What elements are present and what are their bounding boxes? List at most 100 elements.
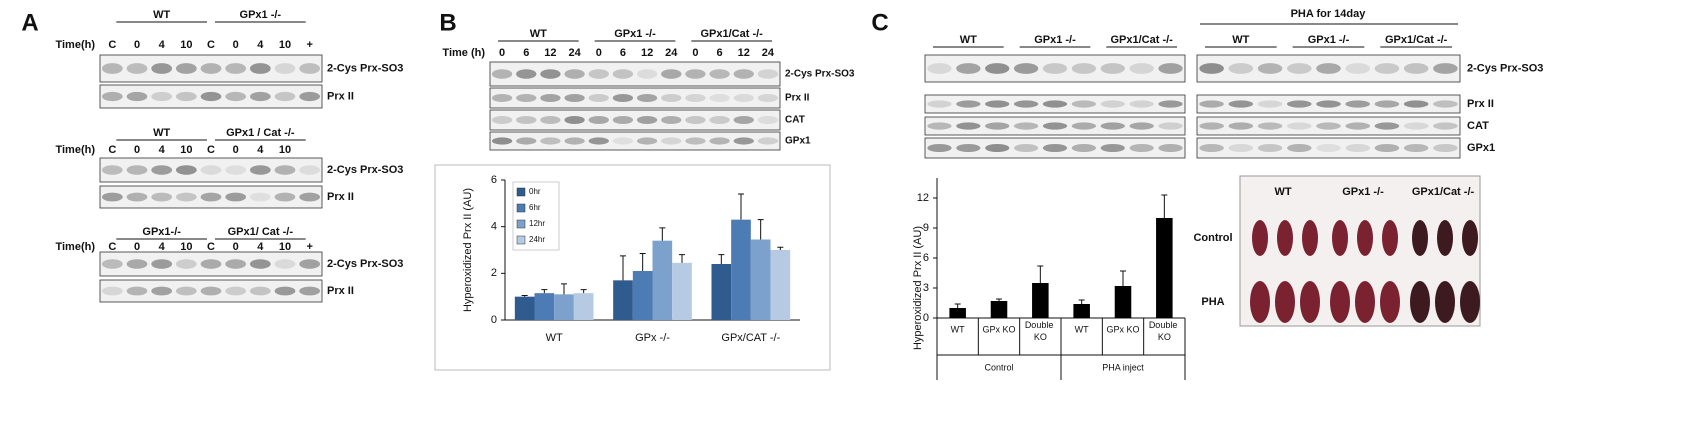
y-tick-label: 2: [491, 267, 497, 279]
band: [1316, 144, 1341, 152]
legend-label: 6hr: [529, 203, 541, 212]
band: [956, 100, 981, 108]
band: [1158, 122, 1183, 130]
lane-label: +: [306, 39, 312, 51]
blot: [489, 61, 781, 87]
band: [540, 69, 561, 79]
band: [516, 116, 537, 124]
group-label: PHA inject: [1102, 362, 1144, 372]
band: [1071, 122, 1097, 130]
bar: [613, 280, 633, 320]
kidney: [1410, 281, 1430, 323]
time-label: Time(h): [55, 144, 95, 156]
y-tick-label: 0: [923, 312, 929, 324]
bar: [554, 294, 574, 320]
bar: [731, 219, 751, 320]
lane-label: 0: [499, 47, 505, 59]
panel-label: B: [439, 9, 456, 36]
band: [1228, 144, 1254, 152]
band: [200, 165, 222, 175]
group-header: GPx1 -/-: [614, 28, 656, 40]
kidney: [1435, 281, 1455, 323]
band: [564, 94, 585, 102]
error-bar: [954, 303, 961, 308]
band: [151, 286, 173, 296]
band: [540, 137, 561, 145]
band: [733, 116, 754, 124]
y-tick-label: 6: [923, 252, 929, 264]
group-header: WT: [153, 127, 170, 139]
group-header: GPx1-/-: [142, 226, 181, 238]
error-bar: [1161, 194, 1168, 218]
band: [540, 116, 561, 124]
band-label: GPx1: [785, 136, 811, 147]
lane-label: 0: [233, 39, 239, 51]
band: [274, 63, 296, 74]
photo-row-label: PHA: [1201, 296, 1224, 308]
band: [1403, 144, 1429, 152]
lane-label: 0: [134, 39, 140, 51]
error-bar: [679, 254, 685, 263]
lane-label: 10: [180, 241, 192, 253]
lane-label: 24: [665, 47, 678, 59]
lane-label: +: [306, 241, 312, 253]
band: [1257, 63, 1283, 74]
band: [1100, 100, 1125, 108]
y-tick-label: 6: [491, 174, 497, 186]
photo-column-label: GPx1/Cat -/-: [1412, 186, 1475, 198]
band-label: 2-Cys Prx-SO3: [327, 258, 403, 270]
bar: [1032, 283, 1049, 318]
band: [151, 91, 173, 102]
band: [1199, 122, 1224, 130]
group-header: WT: [960, 34, 977, 46]
group-header: GPx1 -/-: [1034, 34, 1076, 46]
band: [661, 69, 682, 79]
band: [516, 137, 537, 145]
kidney: [1382, 220, 1398, 256]
legend-label: 0hr: [529, 187, 541, 196]
x-tick-label: GPx KO: [1106, 324, 1139, 334]
band: [1345, 100, 1370, 108]
group-header: GPx1 / Cat -/-: [226, 127, 295, 139]
band: [1129, 63, 1154, 74]
band: [1158, 100, 1183, 108]
band: [985, 122, 1010, 130]
kidney: [1302, 220, 1318, 256]
band: [225, 63, 247, 74]
band: [249, 63, 271, 74]
band: [491, 69, 513, 79]
lane-label: 12: [641, 47, 653, 59]
y-axis-label: Hyperoxidized Prx II (AU): [462, 188, 474, 312]
y-axis-label: Hyperoxidized Prx II (AU): [912, 226, 924, 350]
time-label: Time(h): [55, 39, 95, 51]
y-tick-label: 3: [923, 282, 929, 294]
band: [956, 122, 981, 130]
x-tick-label: Double KO: [1149, 320, 1180, 342]
band: [249, 286, 271, 296]
band: [225, 192, 247, 202]
error-bar: [659, 227, 666, 241]
band: [126, 286, 148, 296]
band: [1013, 63, 1039, 74]
legend-swatch: [516, 187, 526, 197]
treatment-label: PHA for 14day: [1291, 8, 1367, 20]
band: [274, 91, 296, 102]
kidney: [1437, 220, 1453, 256]
band: [225, 259, 247, 269]
band-label: GPx1: [1467, 142, 1495, 154]
band: [612, 116, 634, 124]
y-tick-label: 4: [491, 221, 497, 233]
panel-label: C: [871, 9, 888, 36]
band-label: Prx II: [1467, 98, 1494, 110]
band: [1257, 122, 1283, 130]
band: [733, 137, 754, 145]
band: [709, 69, 730, 79]
band: [1228, 63, 1254, 74]
band: [126, 259, 148, 269]
band: [1287, 122, 1312, 130]
band: [101, 91, 123, 102]
error-bar: [738, 193, 744, 220]
band: [1345, 144, 1370, 152]
bar: [632, 271, 653, 320]
